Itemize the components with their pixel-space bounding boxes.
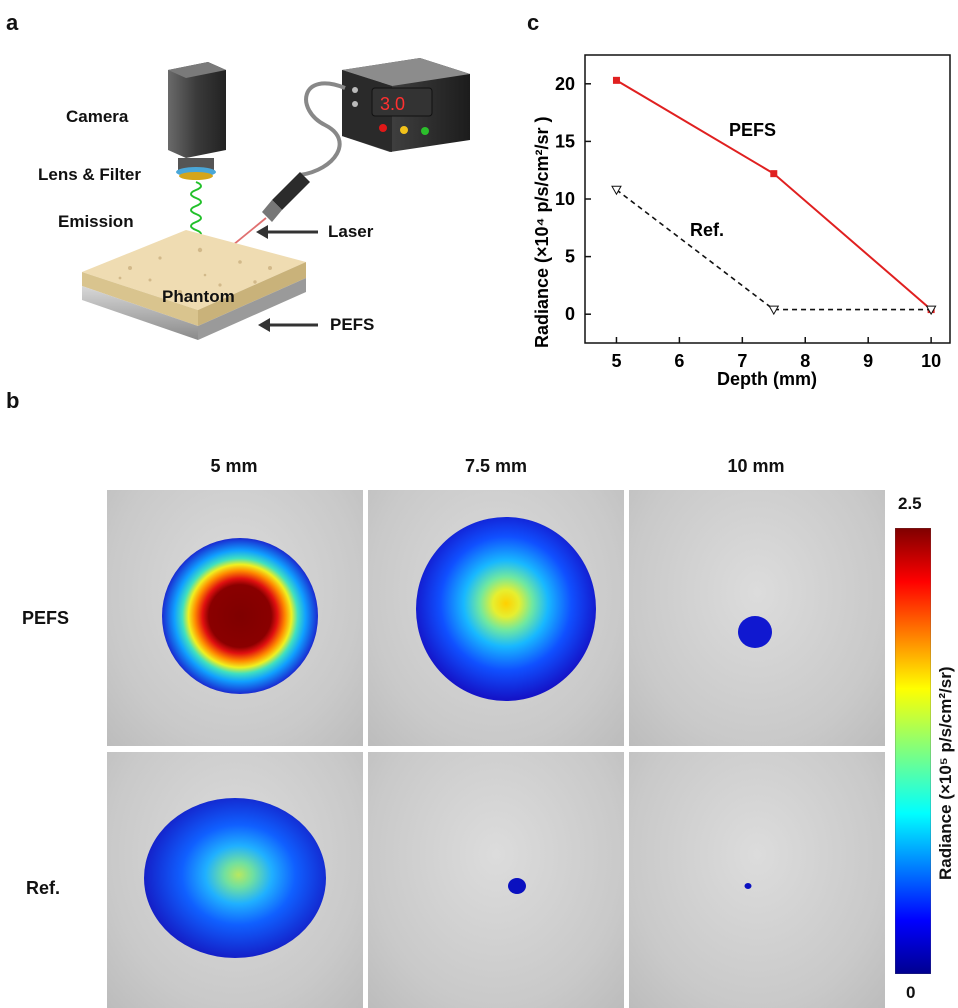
y-tick-label: 10 xyxy=(555,189,575,209)
y-axis: 0 5 10 15 20 xyxy=(555,74,591,324)
ref-annotation: Ref. xyxy=(690,220,724,240)
image-pefs-10mm xyxy=(629,490,885,746)
plot-frame xyxy=(584,54,951,344)
colorbar-title: Radiance (×10⁵ p/s/cm²/sr) xyxy=(936,666,955,881)
column-header-7-5mm: 7.5 mm xyxy=(464,456,528,476)
pefs-arrow xyxy=(258,318,318,332)
panel-c-letter: c xyxy=(527,10,540,35)
image-pefs-7-5mm xyxy=(368,490,624,746)
y-tick-label: 15 xyxy=(555,131,575,151)
x-tick-label: 9 xyxy=(863,351,873,371)
signal-spot xyxy=(144,798,326,958)
signal-spot xyxy=(738,616,772,648)
x-axis-title: Depth (mm) xyxy=(717,369,817,389)
x-tick-label: 5 xyxy=(611,351,621,371)
data-point-ref xyxy=(611,185,622,196)
image-pefs-5mm xyxy=(107,490,363,746)
y-axis-title: Radiance (×10⁴ p/s/cm²/sr ) xyxy=(532,116,552,348)
laser-head-icon xyxy=(262,172,310,222)
image-ref-5mm xyxy=(107,752,363,1008)
series-line-ref xyxy=(615,189,932,311)
image-ref-10mm xyxy=(629,752,885,1008)
signal-spot xyxy=(508,878,526,894)
x-axis: 5 6 7 8 9 10 xyxy=(611,337,941,371)
data-point-ref xyxy=(768,305,780,316)
x-tick-label: 8 xyxy=(800,351,810,371)
colorbar-min-label: 0 xyxy=(906,983,916,1002)
laser-label: Laser xyxy=(328,222,374,241)
x-tick-label: 10 xyxy=(921,351,941,371)
emission-label: Emission xyxy=(58,212,134,231)
row-header-ref: Ref. xyxy=(26,878,61,898)
column-header-10mm: 10 mm xyxy=(727,456,785,476)
image-ref-7-5mm xyxy=(368,752,624,1008)
signal-spot xyxy=(416,517,596,701)
signal-spot xyxy=(162,538,318,694)
camera-label: Camera xyxy=(66,107,129,126)
pefs-label: PEFS xyxy=(330,315,375,334)
signal-spot xyxy=(744,883,752,889)
phantom-slab xyxy=(82,230,306,340)
y-tick-label: 5 xyxy=(565,247,575,267)
column-header-5mm: 5 mm xyxy=(210,456,258,476)
setup-schematic: 3.0 xyxy=(82,58,470,340)
laser-display-readout: 3.0 xyxy=(380,94,405,114)
camera-icon xyxy=(168,62,226,180)
panel-a-letter: a xyxy=(6,10,19,35)
series-group xyxy=(611,76,937,316)
series-line-pefs xyxy=(615,79,932,311)
data-point-pefs xyxy=(612,76,620,84)
radiance-depth-chart: 5 6 7 8 9 10 0 5 10 15 20 Depth (mm) Radiance (×1… xyxy=(532,54,951,389)
data-point-ref xyxy=(925,305,937,316)
y-tick-label: 0 xyxy=(565,304,575,324)
laser-controller-icon: 3.0 xyxy=(342,58,470,152)
row-header-pefs: PEFS xyxy=(22,608,70,628)
pefs-annotation: PEFS xyxy=(729,120,776,140)
colorbar xyxy=(895,528,931,974)
laser-arrow xyxy=(256,225,318,239)
panel-b-letter: b xyxy=(6,388,20,413)
data-point-pefs xyxy=(770,170,778,178)
x-tick-label: 7 xyxy=(737,351,747,371)
lens-filter-label: Lens & Filter xyxy=(38,165,141,184)
x-tick-label: 6 xyxy=(674,351,684,371)
fiber-cable xyxy=(299,81,346,177)
y-tick-label: 20 xyxy=(555,74,575,94)
phantom-label: Phantom xyxy=(162,287,235,306)
colorbar-max-label: 2.5 xyxy=(898,494,922,513)
